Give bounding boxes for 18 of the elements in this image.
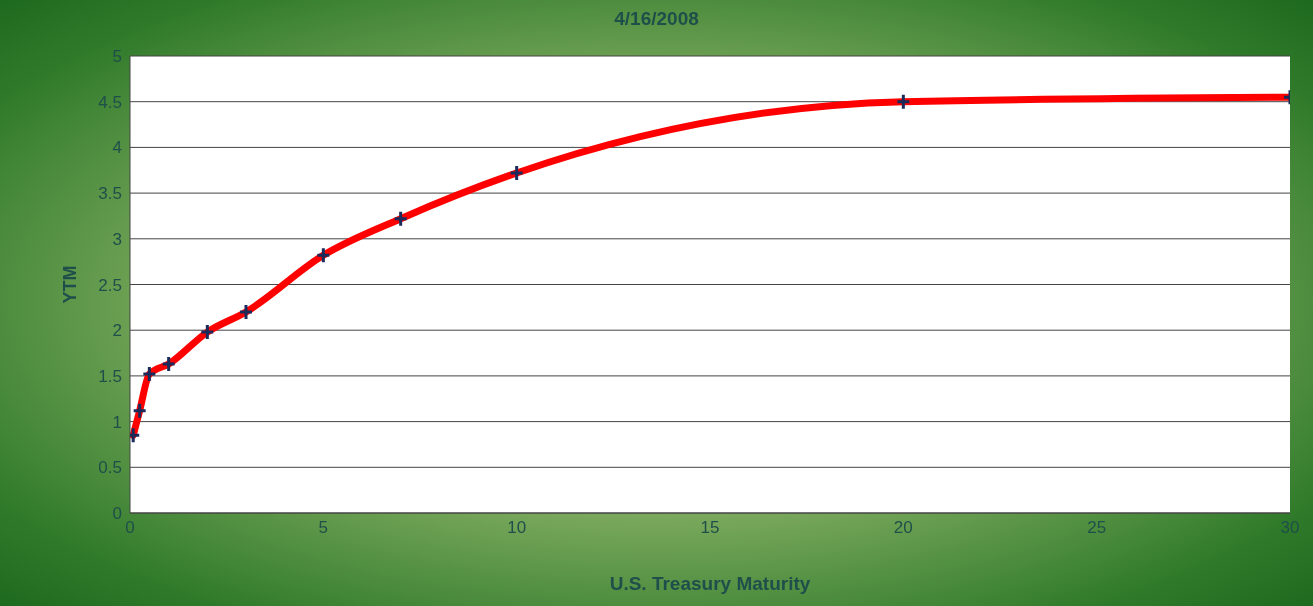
x-axis-title: U.S. Treasury Maturity bbox=[609, 573, 811, 594]
y-tick-label: 4 bbox=[112, 138, 122, 158]
y-tick-label: 0 bbox=[112, 504, 122, 524]
x-tick-label: 20 bbox=[893, 518, 913, 538]
y-tick-label: 2.5 bbox=[98, 275, 122, 295]
x-tick-label: 10 bbox=[507, 518, 527, 538]
y-tick-label: 2 bbox=[112, 321, 122, 341]
y-axis-title: YTM bbox=[60, 265, 81, 304]
y-tick-label: 3 bbox=[112, 229, 122, 249]
y-tick-label: 1 bbox=[112, 412, 122, 432]
y-tick-label: 0.5 bbox=[98, 458, 122, 478]
y-tick-label: 4.5 bbox=[98, 92, 122, 112]
x-tick-label: 15 bbox=[700, 518, 720, 538]
chart-title: 4/16/2008 bbox=[613, 8, 700, 30]
y-tick-label: 1.5 bbox=[98, 366, 122, 386]
y-tick-label: 3.5 bbox=[98, 184, 122, 204]
x-tick-label: 5 bbox=[318, 518, 329, 538]
x-tick-label: 25 bbox=[1087, 518, 1107, 538]
